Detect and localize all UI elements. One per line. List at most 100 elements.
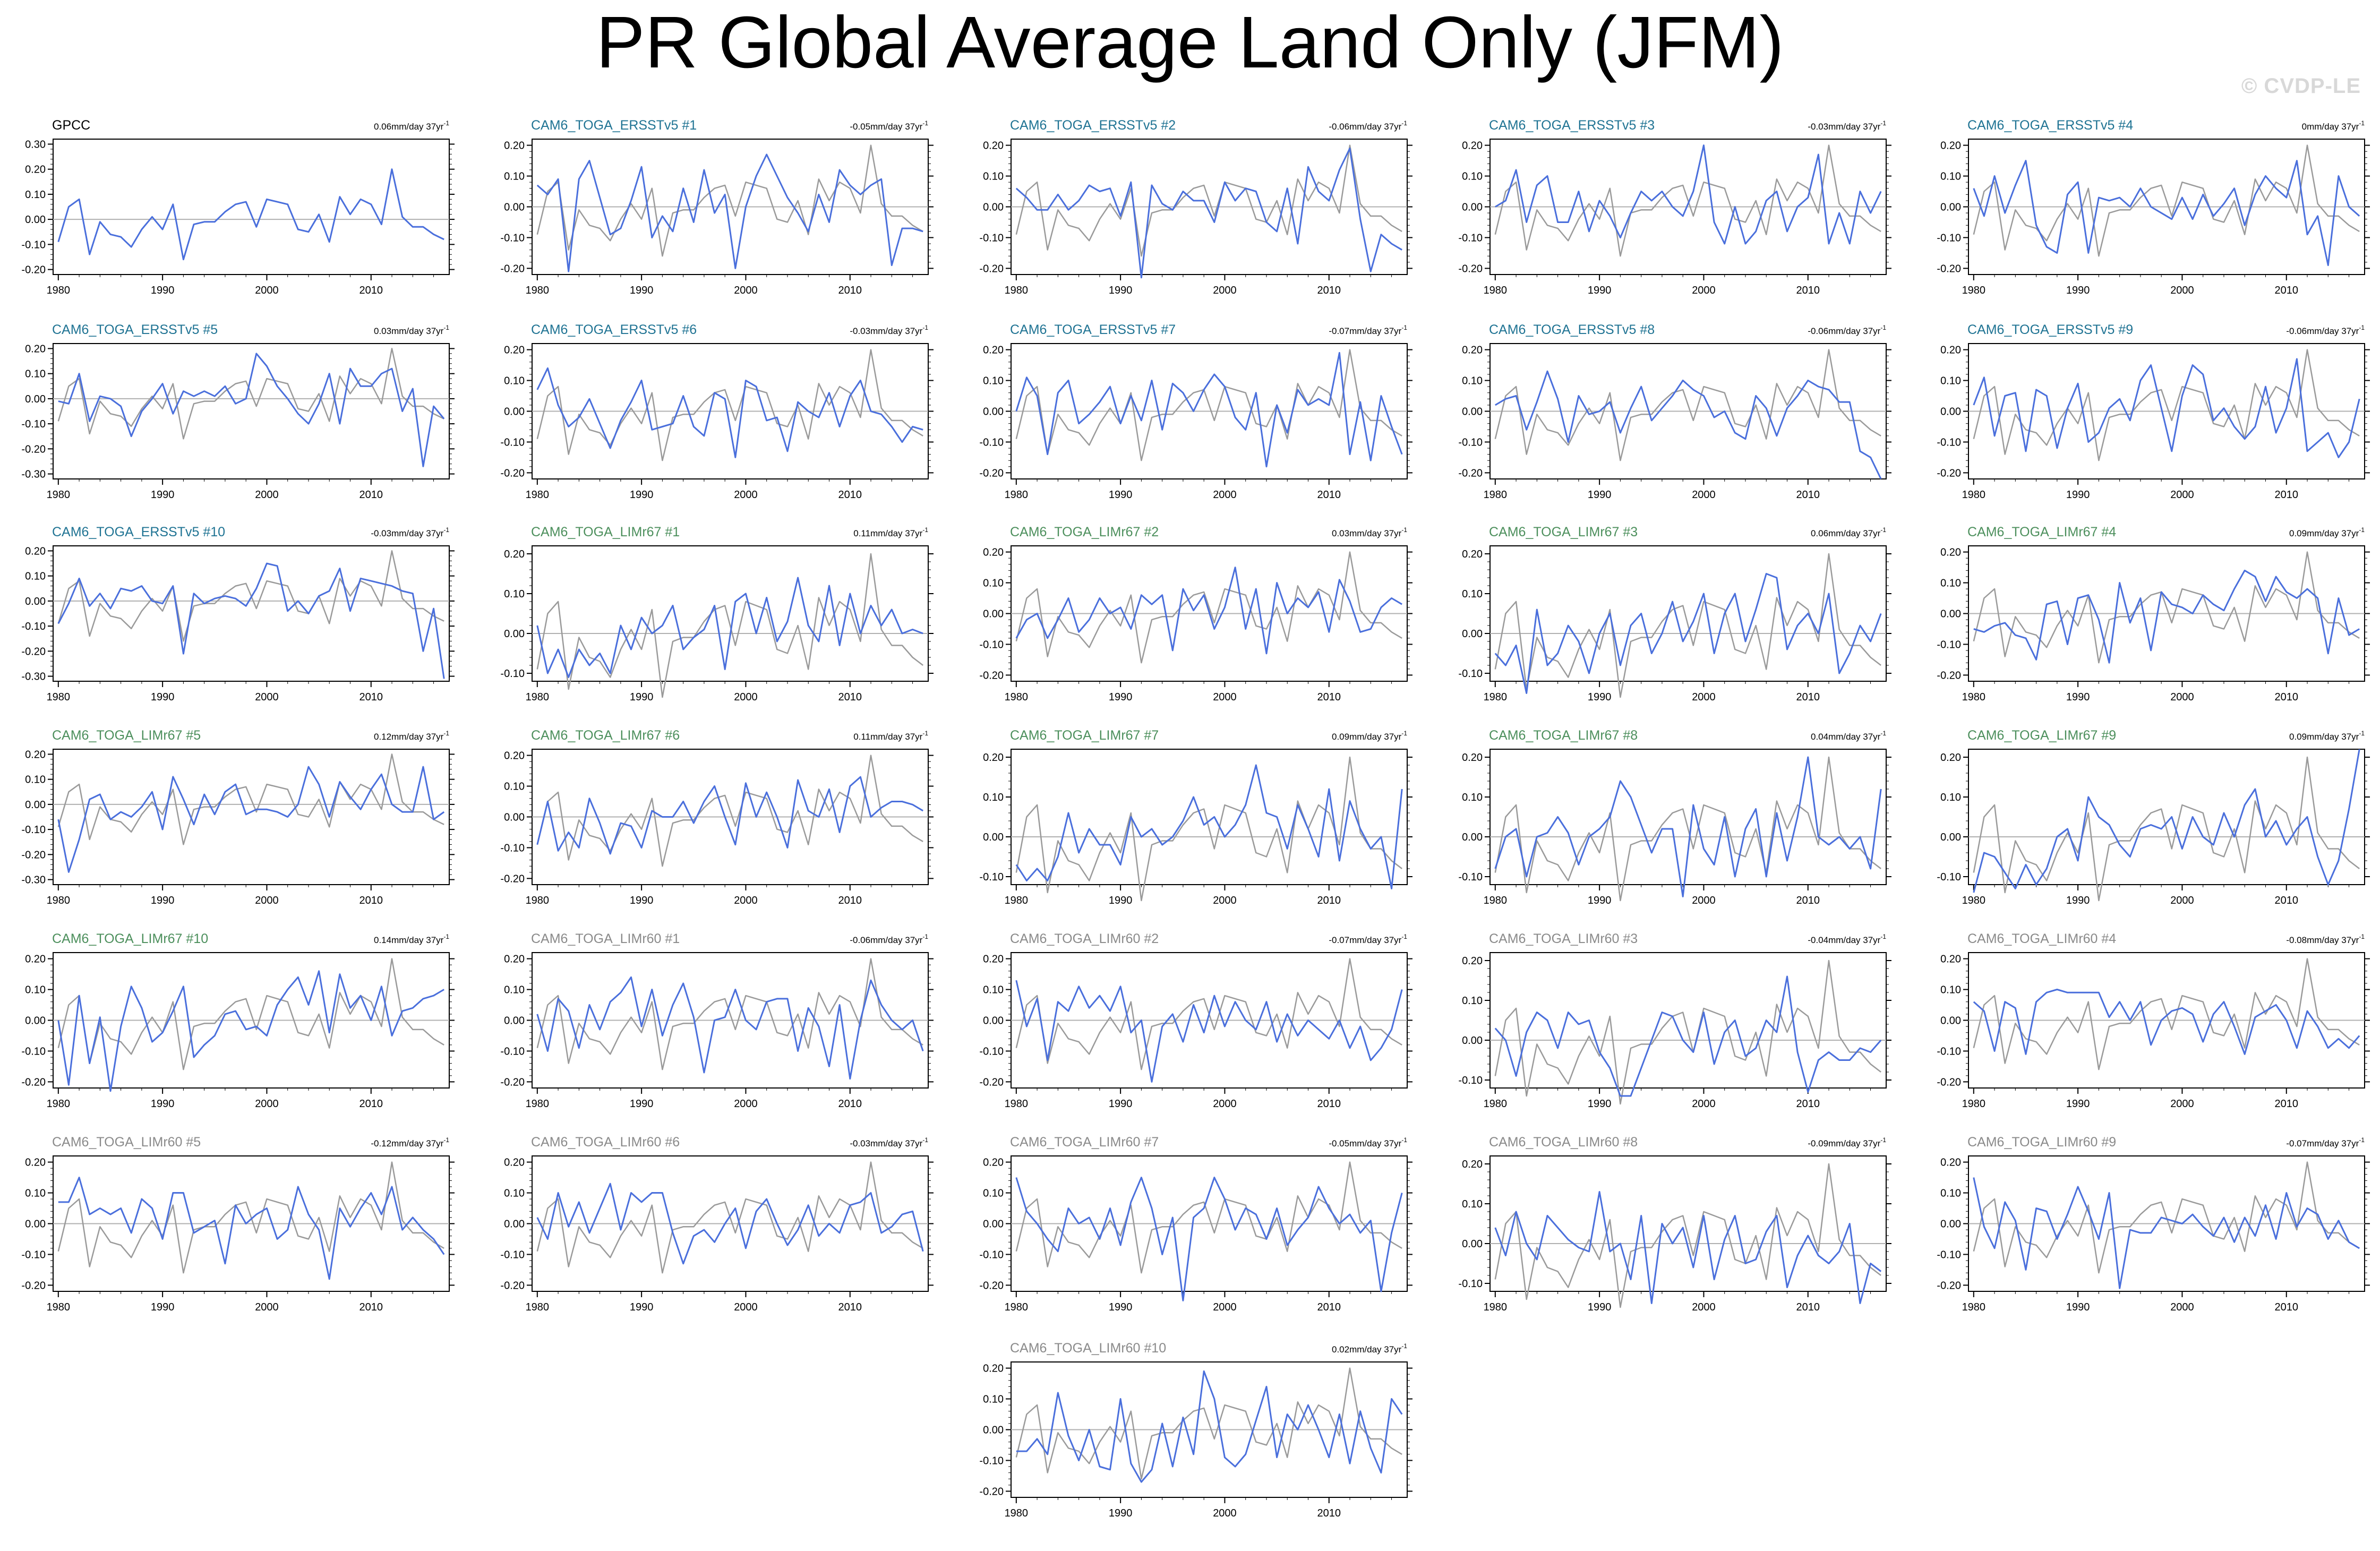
- y-tick-label: -0.20: [500, 1280, 525, 1291]
- y-tick-label: 0.10: [1462, 995, 1483, 1007]
- trend-label: -0.04mm/day 37yr-1: [1808, 933, 1886, 945]
- panel-title: CAM6_TOGA_LIMr60 #5: [52, 1135, 201, 1150]
- x-tick-label: 1980: [526, 1301, 550, 1313]
- y-tick-label: 0.20: [1462, 1159, 1483, 1170]
- panel-title: CAM6_TOGA_LIMr60 #8: [1489, 1135, 1638, 1150]
- x-tick-label: 1990: [1109, 895, 1133, 906]
- model-series-line: [536, 1182, 924, 1265]
- x-tick-label: 1980: [1962, 489, 1986, 501]
- panel-21: CAM6_TOGA_LIMr67 #10 0.14mm/day 37yr-1 0.2…: [21, 931, 455, 1110]
- x-tick-label: 2000: [734, 1301, 758, 1313]
- x-tick-label: 2010: [838, 489, 862, 501]
- x-tick-label: 2000: [734, 285, 758, 296]
- trend-label: -0.07mm/day 37yr-1: [1329, 324, 1407, 336]
- x-tick-label: 2000: [2170, 895, 2194, 906]
- observed-series-line: [1973, 349, 2360, 461]
- y-tick-label: 0.20: [1940, 547, 1961, 559]
- observed-series-line: [1973, 756, 2360, 902]
- trend-label: -0.05mm/day 37yr-1: [1329, 1136, 1407, 1149]
- y-tick-label: 0.20: [504, 345, 525, 356]
- observed-series-line: [536, 553, 923, 698]
- trend-label: 0.06mm/day 37yr-1: [1811, 526, 1886, 538]
- x-tick-label: 2000: [734, 895, 758, 906]
- y-tick-label: 0.10: [1462, 1198, 1483, 1210]
- x-tick-label: 1990: [2066, 1301, 2090, 1313]
- plot-frame: [1011, 749, 1408, 885]
- x-tick-label: 2010: [1796, 895, 1820, 906]
- x-tick-label: 2000: [1213, 489, 1237, 501]
- observed-series-line: [1494, 959, 1881, 1105]
- y-tick-label: -0.10: [21, 621, 46, 632]
- y-tick-label: -0.10: [1458, 232, 1483, 244]
- x-tick-label: 1980: [1962, 1301, 1986, 1313]
- y-tick-label: -0.10: [21, 824, 46, 836]
- panel-title: CAM6_TOGA_ERSSTv5 #1: [531, 118, 697, 133]
- y-tick-label: 0.10: [983, 578, 1004, 589]
- x-tick-label: 1980: [47, 1098, 71, 1110]
- y-tick-label: -0.20: [500, 1076, 525, 1088]
- y-tick-label: -0.20: [979, 670, 1004, 681]
- x-tick-label: 2000: [255, 489, 279, 501]
- y-tick-label: 0.20: [1940, 752, 1961, 764]
- y-tick-label: -0.20: [979, 1280, 1004, 1291]
- x-tick-label: 1980: [1005, 489, 1029, 501]
- panel-title: CAM6_TOGA_LIMr67 #9: [1967, 728, 2116, 743]
- x-tick-label: 1980: [1484, 1098, 1508, 1110]
- model-series-line: [1973, 989, 2360, 1055]
- panel-title: CAM6_TOGA_ERSSTv5 #7: [1010, 322, 1176, 337]
- y-tick-label: -0.10: [1458, 1075, 1483, 1086]
- y-tick-label: 0.00: [1462, 406, 1483, 418]
- x-tick-label: 2000: [255, 1098, 279, 1110]
- panel-title: CAM6_TOGA_LIMr67 #10: [52, 931, 208, 946]
- y-tick-label: 0.20: [983, 954, 1004, 965]
- x-tick-label: 2010: [2275, 1301, 2299, 1313]
- panel-title: CAM6_TOGA_LIMr60 #10: [1010, 1341, 1166, 1356]
- x-tick-label: 2000: [1692, 1098, 1716, 1110]
- x-tick-label: 1980: [47, 285, 71, 296]
- y-tick-label: -0.10: [1937, 1249, 1961, 1261]
- y-tick-label: 0.20: [504, 1157, 525, 1169]
- x-tick-label: 1980: [1962, 285, 1986, 296]
- x-tick-label: 1980: [1005, 285, 1029, 296]
- x-tick-label: 1980: [1962, 895, 1986, 906]
- panel-title: CAM6_TOGA_ERSSTv5 #6: [531, 322, 697, 337]
- y-tick-label: 0.20: [25, 343, 46, 355]
- x-tick-label: 2000: [734, 489, 758, 501]
- y-tick-label: -0.10: [1458, 1278, 1483, 1290]
- plot-frame: [1489, 749, 1887, 885]
- observed-series-line: [57, 348, 444, 440]
- trend-label: 0.09mm/day 37yr-1: [1332, 730, 1407, 742]
- x-tick-label: 1980: [47, 691, 71, 703]
- trend-label: 0.09mm/day 37yr-1: [2289, 730, 2365, 742]
- panel-title: CAM6_TOGA_ERSSTv5 #3: [1489, 118, 1655, 133]
- model-series-line: [1015, 764, 1403, 889]
- y-tick-label: 0.20: [25, 749, 46, 760]
- y-tick-label: 0.10: [983, 171, 1004, 183]
- y-tick-label: 0.00: [1940, 609, 1961, 620]
- y-tick-label: 0.00: [25, 1015, 46, 1027]
- x-tick-label: 2010: [359, 489, 383, 501]
- x-tick-label: 2000: [1692, 489, 1716, 501]
- y-tick-label: 0.20: [25, 545, 46, 557]
- x-tick-label: 2010: [838, 1301, 862, 1313]
- y-tick-label: 0.00: [983, 609, 1004, 620]
- y-tick-label: 0.20: [1940, 345, 1961, 356]
- x-tick-label: 2000: [1692, 285, 1716, 296]
- y-tick-label: 0.00: [504, 1219, 525, 1230]
- trend-label: 0.03mm/day 37yr-1: [1332, 526, 1407, 538]
- y-tick-label: -0.10: [979, 232, 1004, 244]
- trend-label: -0.03mm/day 37yr-1: [850, 324, 928, 336]
- y-tick-label: -0.10: [500, 1249, 525, 1261]
- model-series-line: [536, 577, 923, 678]
- x-tick-label: 2010: [2275, 1098, 2299, 1110]
- x-tick-label: 2010: [838, 1098, 862, 1110]
- y-tick-label: 0.00: [504, 628, 525, 640]
- y-tick-label: -0.10: [500, 232, 525, 244]
- model-series-line: [57, 970, 444, 1092]
- y-tick-label: -0.20: [979, 1076, 1004, 1088]
- y-tick-label: 0.10: [25, 571, 46, 582]
- panel-28: CAM6_TOGA_LIMr60 #7 -0.05mm/day 37yr-1 0.2…: [979, 1135, 1412, 1313]
- model-series-line: [1494, 1191, 1882, 1304]
- x-tick-label: 1990: [630, 1098, 654, 1110]
- x-tick-label: 2010: [1796, 285, 1820, 296]
